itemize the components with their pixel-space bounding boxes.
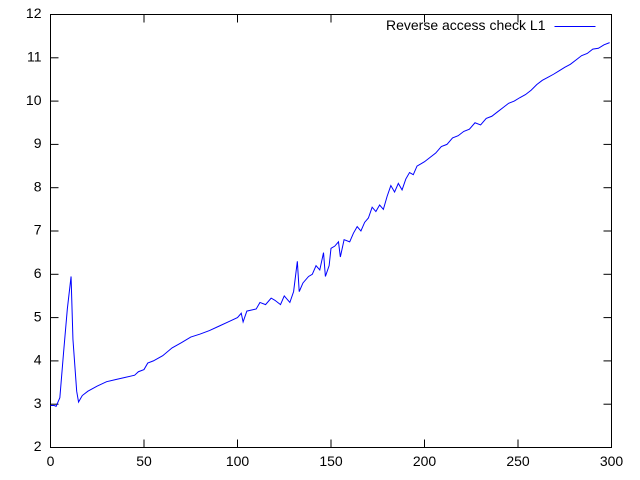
y-tick-label: 5: [34, 308, 42, 324]
y-tick-label: 3: [34, 395, 42, 411]
x-tick-label: 300: [600, 453, 624, 469]
x-tick-label: 200: [413, 453, 437, 469]
x-tick-label: 50: [136, 453, 152, 469]
data-line: [50, 42, 610, 408]
y-tick-label: 6: [34, 265, 42, 281]
y-tick-label: 11: [27, 49, 42, 65]
x-tick-label: 100: [226, 453, 250, 469]
plot-frame: [50, 14, 612, 448]
y-tick-label: 9: [34, 135, 42, 151]
y-tick-label: 8: [34, 178, 42, 194]
legend-label: Reverse access check L1: [386, 17, 546, 33]
y-tick-label: 7: [34, 222, 42, 238]
x-tick-label: 0: [47, 453, 55, 469]
y-tick-label: 12: [26, 5, 42, 21]
x-tick-label: 150: [319, 453, 343, 469]
y-tick-label: 2: [34, 438, 42, 454]
y-tick-label: 4: [34, 352, 42, 368]
x-tick-label: 250: [506, 453, 530, 469]
y-tick-label: 10: [26, 92, 42, 108]
